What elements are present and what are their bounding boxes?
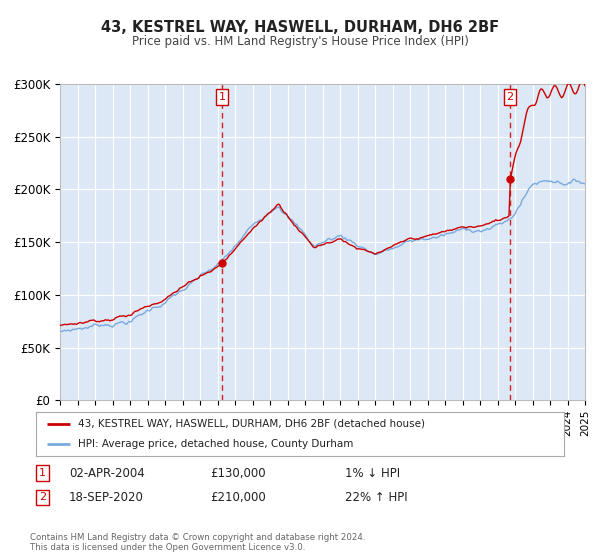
Text: 1% ↓ HPI: 1% ↓ HPI: [345, 466, 400, 480]
Text: 2: 2: [506, 92, 514, 102]
Text: £130,000: £130,000: [210, 466, 266, 480]
Text: HPI: Average price, detached house, County Durham: HPI: Average price, detached house, Coun…: [78, 439, 353, 449]
Text: £210,000: £210,000: [210, 491, 266, 504]
Text: 43, KESTREL WAY, HASWELL, DURHAM, DH6 2BF: 43, KESTREL WAY, HASWELL, DURHAM, DH6 2B…: [101, 20, 499, 35]
Text: Contains HM Land Registry data © Crown copyright and database right 2024.: Contains HM Land Registry data © Crown c…: [30, 533, 365, 542]
Text: This data is licensed under the Open Government Licence v3.0.: This data is licensed under the Open Gov…: [30, 543, 305, 552]
Text: 18-SEP-2020: 18-SEP-2020: [69, 491, 144, 504]
Text: 1: 1: [39, 468, 46, 478]
Text: Price paid vs. HM Land Registry's House Price Index (HPI): Price paid vs. HM Land Registry's House …: [131, 35, 469, 48]
Text: 2: 2: [39, 492, 46, 502]
Text: 22% ↑ HPI: 22% ↑ HPI: [345, 491, 407, 504]
Text: 02-APR-2004: 02-APR-2004: [69, 466, 145, 480]
Text: 43, KESTREL WAY, HASWELL, DURHAM, DH6 2BF (detached house): 43, KESTREL WAY, HASWELL, DURHAM, DH6 2B…: [78, 419, 425, 429]
Text: 1: 1: [218, 92, 226, 102]
